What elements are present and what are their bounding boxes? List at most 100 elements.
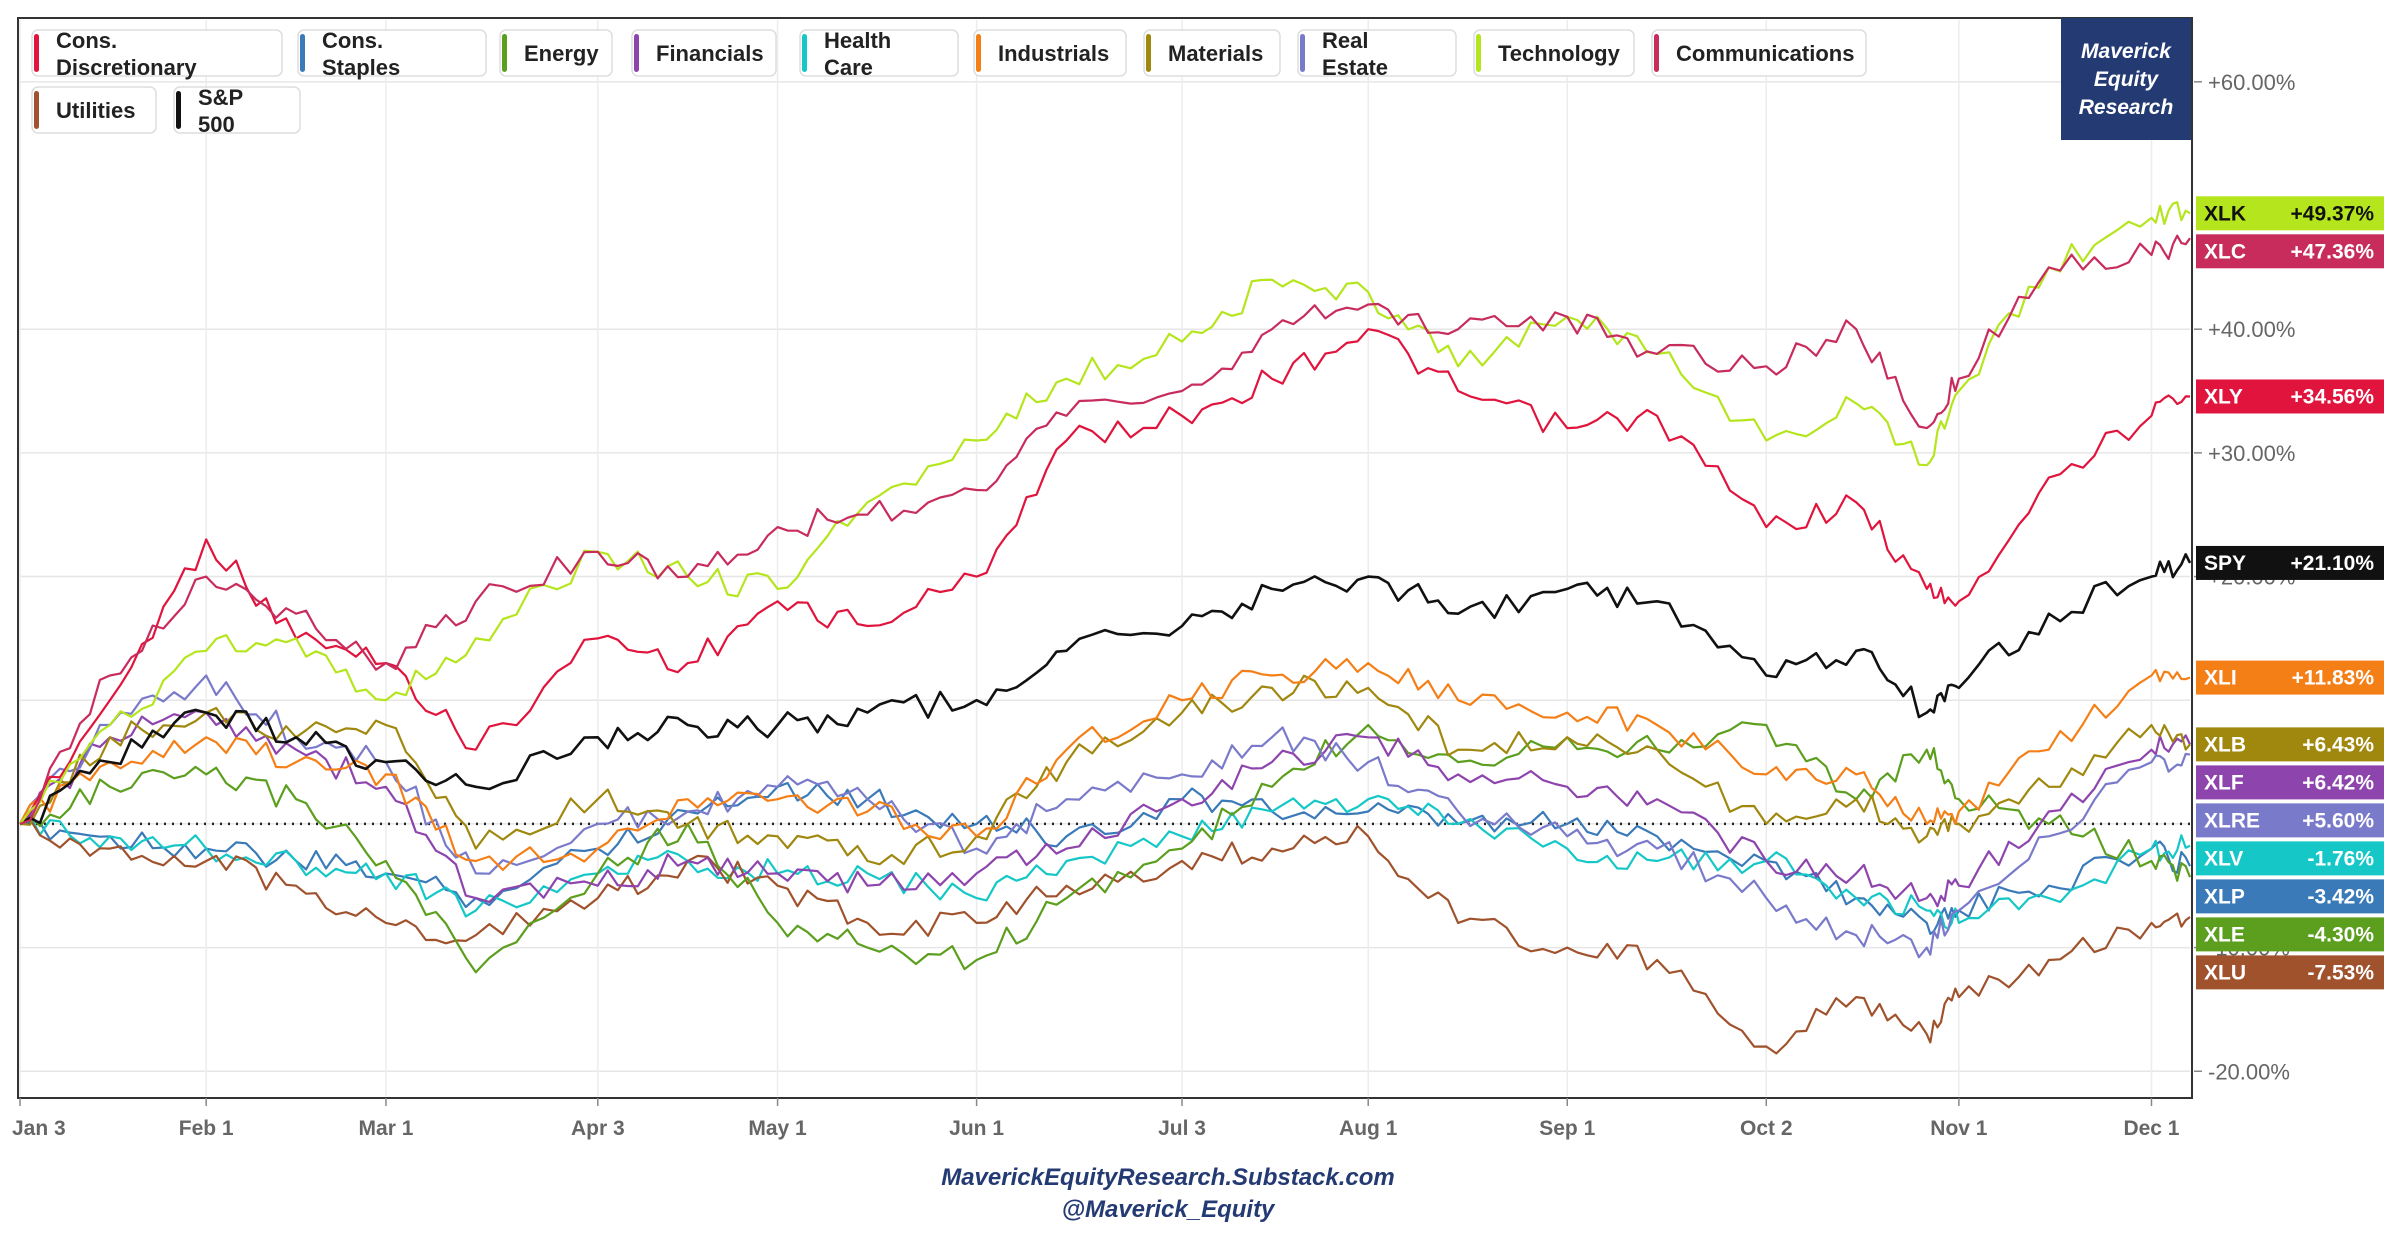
end-label-bg-xly	[2196, 379, 2384, 414]
series-lines	[19, 201, 2192, 1055]
legend-item-xlk[interactable]: Technology	[1473, 29, 1635, 77]
brand-line-3: Research	[2079, 96, 2174, 119]
end-label-bg-xle	[2196, 917, 2384, 952]
end-label-ticker-xle: XLE	[2204, 923, 2245, 946]
brand-box	[2061, 18, 2191, 140]
legend-swatch-xlb	[1146, 34, 1151, 72]
legend-swatch-xlk	[1476, 34, 1481, 72]
legend-item-spy[interactable]: S&P 500	[173, 85, 301, 137]
end-label-bg-xlb	[2196, 727, 2384, 762]
legend-item-box-xlf	[631, 29, 777, 77]
end-label-bg-xlk	[2196, 196, 2384, 231]
end-label-bg-xlre	[2196, 803, 2384, 838]
brand-badge: Maverick Equity Research	[2061, 18, 2191, 140]
end-label-value-xlc: +47.36%	[2291, 240, 2375, 263]
legend-swatch-xly	[34, 34, 39, 72]
end-label-ticker-xly: XLY	[2204, 385, 2243, 408]
x-tick-label-6: Jul 3	[1158, 1117, 1206, 1140]
legend: Cons. Discretionary Cons. Staples Energy Fina…	[31, 28, 1867, 137]
brand-line-1: Maverick	[2081, 40, 2172, 63]
end-label-spy: SPY +21.10%	[2196, 545, 2384, 580]
x-tick-label-2: Mar 1	[359, 1117, 414, 1140]
legend-item-xlp[interactable]: Cons. Staples	[297, 28, 487, 80]
legend-label-xlf: Financials	[656, 41, 764, 66]
legend-label-xlu: Utilities	[56, 98, 135, 123]
end-label-ticker-xlp: XLP	[2204, 885, 2245, 908]
end-label-value-xlv: -1.76%	[2307, 847, 2374, 870]
legend-item-box-xli	[973, 29, 1127, 77]
end-label-bg-xlu	[2196, 955, 2384, 990]
end-label-ticker-spy: SPY	[2204, 552, 2246, 575]
legend-item-xlb[interactable]: Materials	[1143, 29, 1281, 77]
end-label-ticker-xlf: XLF	[2204, 771, 2244, 794]
legend-swatch-xlv	[802, 34, 807, 72]
legend-swatch-xli	[976, 34, 981, 72]
legend-item-xle[interactable]: Energy	[499, 29, 613, 77]
legend-swatch-xle	[502, 34, 507, 72]
series-line-xlb	[19, 674, 2191, 866]
legend-item-box-xlv	[799, 29, 959, 77]
x-tick-label-1: Feb 1	[179, 1117, 234, 1140]
end-label-ticker-xlb: XLB	[2204, 733, 2246, 756]
end-label-bg-xlc	[2196, 234, 2384, 269]
end-label-value-xlf: +6.42%	[2302, 771, 2374, 794]
legend-item-box-xle	[499, 29, 613, 77]
legend-item-xlf[interactable]: Financials	[631, 29, 777, 77]
legend-item-xlv[interactable]: Health Care	[799, 28, 959, 80]
end-label-xlp: XLP -3.42%	[2196, 879, 2384, 914]
end-label-xlc: XLC +47.36%	[2196, 234, 2384, 269]
series-line-spy	[19, 553, 2192, 826]
end-label-ticker-xli: XLI	[2204, 667, 2237, 690]
legend-swatch-xlre	[1300, 34, 1305, 72]
legend-label-xle: Energy	[524, 41, 599, 66]
legend-item-box-xlc	[1651, 29, 1867, 77]
y-tick-label-2: +30.00%	[2208, 441, 2295, 466]
end-label-xlu: XLU -7.53%	[2196, 955, 2384, 990]
x-tick-label-5: Jun 1	[949, 1117, 1004, 1140]
end-label-value-xle: -4.30%	[2307, 923, 2374, 946]
end-label-value-xli: +11.83%	[2292, 667, 2375, 690]
legend-swatch-xlu	[34, 91, 39, 129]
legend-item-xli[interactable]: Industrials	[973, 29, 1127, 77]
legend-item-box-xlb	[1143, 29, 1281, 77]
series-line-xlu	[19, 818, 2191, 1055]
legend-label-spy: S&P 500	[198, 85, 243, 137]
legend-item-xly[interactable]: Cons. Discretionary	[31, 28, 283, 80]
legend-label-xlb: Materials	[1168, 41, 1263, 66]
end-label-value-xlb: +6.43%	[2302, 733, 2374, 756]
legend-label-xlk: Technology	[1498, 41, 1621, 66]
x-axis-ticks: Jan 3 Feb 1 Mar 1 Apr 3 May 1 Jun 1 Jul 3 Aug 1…	[12, 1098, 2180, 1140]
x-tick-label-10: Nov 1	[1930, 1117, 1988, 1140]
legend-label-xlp: Cons. Staples	[322, 28, 400, 80]
end-label-value-xlu: -7.53%	[2307, 961, 2374, 984]
x-tick-label-0: Jan 3	[12, 1117, 66, 1140]
end-label-xle: XLE -4.30%	[2196, 917, 2384, 952]
end-label-ticker-xlre: XLRE	[2204, 809, 2260, 832]
legend-item-box-xlp	[297, 29, 487, 77]
end-label-bg-spy	[2196, 545, 2384, 580]
series-line-xli	[19, 658, 2191, 871]
y-tick-label-1: +40.00%	[2208, 317, 2295, 342]
end-label-xlk: XLK +49.37%	[2196, 196, 2384, 231]
x-tick-label-3: Apr 3	[571, 1117, 625, 1140]
grid-lines	[19, 20, 2190, 1096]
end-label-bg-xlp	[2196, 879, 2384, 914]
end-label-value-xly: +34.56%	[2291, 385, 2375, 408]
legend-item-box-xlu	[31, 86, 157, 134]
end-label-xli: XLI +11.83%	[2196, 660, 2384, 695]
legend-label-xlv: Health Care	[824, 28, 891, 80]
legend-swatch-xlf	[634, 34, 639, 72]
legend-item-xlre[interactable]: Real Estate	[1297, 28, 1457, 80]
end-label-value-xlp: -3.42%	[2307, 885, 2374, 908]
end-label-ticker-xlu: XLU	[2204, 961, 2246, 984]
x-tick-label-11: Dec 1	[2123, 1117, 2179, 1140]
legend-label-xly: Cons. Discretionary	[56, 28, 197, 80]
end-label-ticker-xlv: XLV	[2204, 847, 2243, 870]
end-label-value-xlre: +5.60%	[2302, 809, 2374, 832]
brand-line-2: Equity	[2094, 68, 2159, 91]
end-label-ticker-xlk: XLK	[2204, 202, 2246, 225]
series-line-xlv	[19, 794, 2191, 931]
legend-item-xlc[interactable]: Communications	[1651, 29, 1867, 77]
legend-item-xlu[interactable]: Utilities	[31, 86, 157, 134]
